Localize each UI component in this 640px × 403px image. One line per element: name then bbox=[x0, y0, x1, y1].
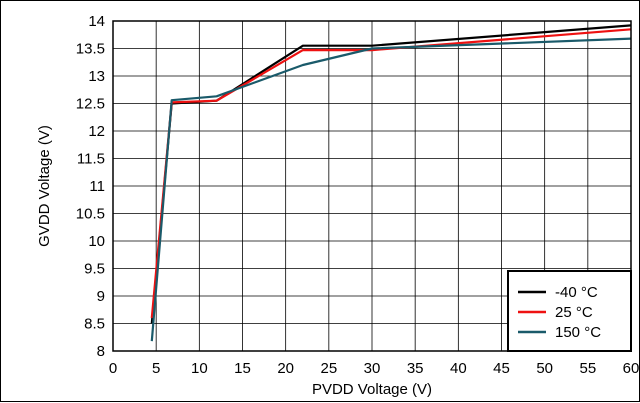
x-tick-label: 20 bbox=[277, 360, 294, 377]
y-tick-label: 13 bbox=[88, 68, 105, 85]
x-tick-label: 50 bbox=[536, 360, 553, 377]
y-tick-label: 10 bbox=[88, 233, 105, 250]
y-tick-label: 10.5 bbox=[76, 206, 105, 223]
plot-area-border bbox=[112, 20, 632, 352]
y-tick-label: 12.5 bbox=[76, 96, 105, 113]
y-tick-label: 11.5 bbox=[77, 151, 105, 168]
y-tick-label: 13.5 bbox=[76, 41, 105, 58]
x-tick-label: 60 bbox=[623, 360, 640, 377]
y-axis-label: GVDD Voltage (V) bbox=[36, 125, 53, 247]
x-tick-label: 35 bbox=[407, 360, 424, 377]
y-tick-label: 8 bbox=[97, 343, 105, 360]
y-tick-label: 12 bbox=[88, 123, 105, 140]
x-tick-label: 5 bbox=[152, 360, 160, 377]
x-tick-label: 25 bbox=[320, 360, 337, 377]
tick-labels: 8 8.5 9 9.5 10 10.5 11 11.5 12 12.5 13 13.5 14 0 5 10 15… bbox=[76, 13, 640, 377]
legend-entry: 150 °C bbox=[555, 324, 601, 341]
y-tick-label: 14 bbox=[88, 13, 105, 30]
x-tick-label: 0 bbox=[109, 360, 117, 377]
x-tick-label: 10 bbox=[191, 360, 208, 377]
series-lines bbox=[150, 24, 632, 342]
x-tick-label: 45 bbox=[493, 360, 510, 377]
x-tick-label: 30 bbox=[364, 360, 381, 377]
y-tick-label: 8.5 bbox=[84, 316, 105, 333]
x-tick-label: 55 bbox=[579, 360, 596, 377]
series-line-2 bbox=[150, 37, 632, 342]
x-tick-label: 15 bbox=[234, 360, 251, 377]
legend: -40 °C 25 °C 150 °C bbox=[507, 270, 632, 352]
x-axis-label: PVDD Voltage (V) bbox=[312, 381, 432, 398]
y-tick-label: 9 bbox=[97, 288, 105, 305]
legend-entry: -40 °C bbox=[555, 284, 598, 301]
y-tick-label: 9.5 bbox=[84, 261, 105, 278]
y-tick-label: 11 bbox=[89, 178, 105, 195]
legend-entry: 25 °C bbox=[555, 304, 593, 321]
x-tick-label: 40 bbox=[450, 360, 467, 377]
